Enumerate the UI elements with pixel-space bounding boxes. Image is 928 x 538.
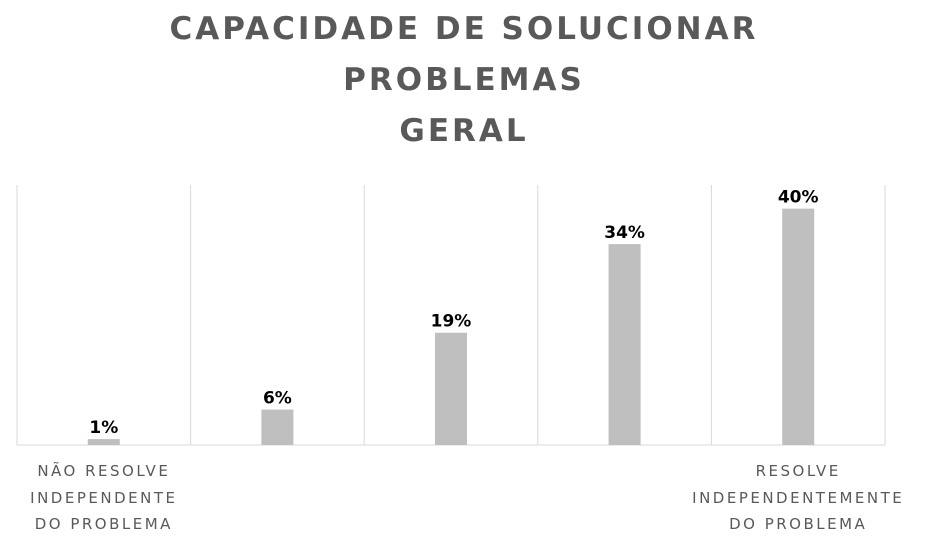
bar — [261, 409, 294, 445]
chart-title: CAPACIDADE DE SOLUCIONAR PROBLEMAS GERAL — [169, 11, 759, 149]
bar — [87, 439, 120, 445]
x-tick-label: RESOLVE INDEPENDENTEMENTE DO PROBLEMA — [692, 462, 905, 533]
data-label: 34% — [604, 223, 645, 243]
data-label: 40% — [778, 188, 819, 208]
data-label: 1% — [89, 418, 118, 438]
data-label: 6% — [263, 389, 292, 409]
bar — [608, 244, 641, 445]
x-tick-label: NÃO RESOLVE INDEPENDENTE DO PROBLEMA — [30, 462, 178, 533]
bar — [782, 208, 815, 445]
bar — [435, 332, 467, 445]
data-label: 19% — [431, 312, 472, 332]
